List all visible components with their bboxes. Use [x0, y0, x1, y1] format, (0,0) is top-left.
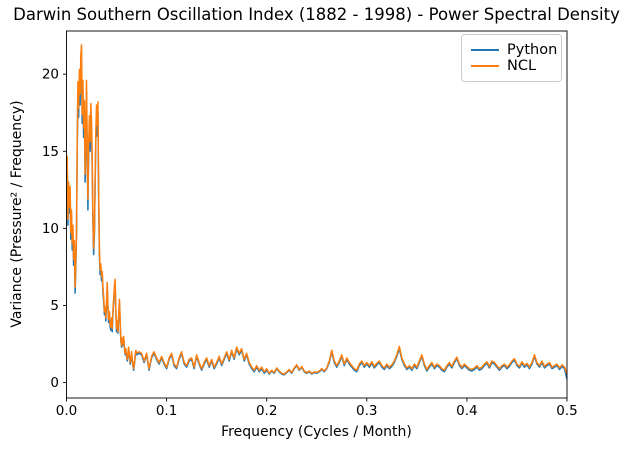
y-tick-label: 20 — [42, 67, 59, 83]
axes-frame — [66, 30, 568, 399]
x-tick-label: 0.1 — [156, 403, 177, 419]
x-tick-label: 0.0 — [56, 403, 77, 419]
y-tick-label: 5 — [50, 298, 59, 314]
x-tick-label: 0.2 — [256, 403, 277, 419]
x-axis-label: Frequency (Cycles / Month) — [221, 424, 412, 440]
y-tick-label: 0 — [50, 375, 59, 391]
y-tick-label: 10 — [42, 221, 59, 237]
python-line-sample — [471, 49, 499, 51]
python-series-line — [66, 58, 567, 380]
ncl-series-line — [66, 44, 567, 375]
x-tick-label: 0.5 — [556, 403, 577, 419]
legend-item-python: Python — [471, 42, 557, 58]
legend: Python NCL — [461, 34, 562, 82]
ncl-line-sample — [471, 65, 499, 67]
chart-title: Darwin Southern Oscillation Index (1882 … — [13, 5, 620, 24]
y-axis-label: Variance (Pressure² / Frequency) — [9, 100, 25, 328]
legend-label-ncl: NCL — [507, 58, 537, 74]
x-tick-label: 0.4 — [456, 403, 477, 419]
legend-item-ncl: NCL — [471, 58, 552, 74]
legend-label-python: Python — [507, 42, 558, 58]
x-tick-label: 0.3 — [356, 403, 377, 419]
y-tick-label: 15 — [42, 144, 59, 160]
